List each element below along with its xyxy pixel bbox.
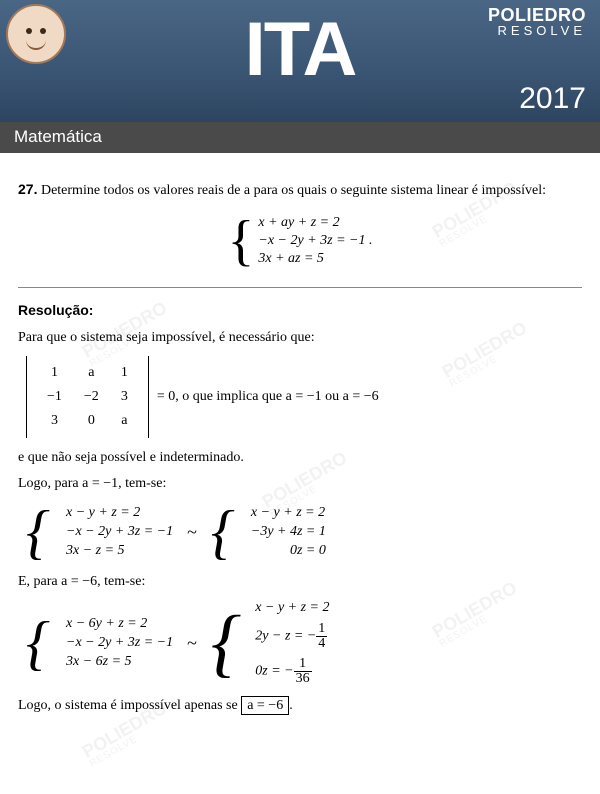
- paragraph: Logo, para a = −1, tem-se:: [18, 476, 582, 492]
- equiv-symbol: ~: [187, 522, 197, 543]
- system-transform-b: { x − 6y + z = 2 −x − 2y + 3z = −1 3x − …: [26, 600, 582, 686]
- question-number: 27.: [18, 181, 37, 197]
- brace-icon: {: [26, 613, 50, 673]
- question-text: Determine todos os valores reais de a pa…: [41, 183, 546, 198]
- eq-row: x − y + z = 2: [255, 600, 329, 616]
- system-transform-a: { x − y + z = 2 −x − 2y + 3z = −1 3x − z…: [26, 502, 582, 562]
- conclusion: Logo, o sistema é impossível apenas se a…: [18, 698, 582, 714]
- eq-row: x − 6y + z = 2: [66, 616, 173, 632]
- eq-row: 0z = 0: [251, 543, 326, 559]
- header-banner: ITA POLIEDRO RESOLVE 2017: [0, 0, 600, 122]
- eq-row: −x − 2y + 3z = −1 .: [258, 233, 372, 249]
- brace-icon: {: [211, 605, 241, 681]
- paragraph: e que não seja possível e indeterminado.: [18, 450, 582, 466]
- eq-row: 2y − z = −14: [255, 622, 329, 651]
- eq-row: −3y + 4z = 1: [251, 524, 326, 540]
- eq-row: −x − 2y + 3z = −1: [66, 635, 173, 651]
- brace-icon: {: [211, 502, 235, 562]
- eq-row: x − y + z = 2: [66, 505, 173, 521]
- content-area: 27. Determine todos os valores reais de …: [0, 153, 600, 734]
- eq-row: x + ay + z = 2: [258, 215, 372, 231]
- problem-system: { x + ay + z = 2 −x − 2y + 3z = −1 . 3x …: [18, 213, 582, 269]
- brand-line2: RESOLVE: [488, 24, 586, 37]
- eq-row: 3x + az = 5: [258, 251, 372, 267]
- student-avatar: [6, 4, 66, 64]
- brand-logo: POLIEDRO RESOLVE: [488, 6, 586, 37]
- exam-title: ITA: [245, 6, 356, 93]
- eq-row: x − y + z = 2: [251, 505, 326, 521]
- brace-icon: {: [26, 502, 50, 562]
- brand-line1: POLIEDRO: [488, 6, 586, 24]
- answer-box: a = −6: [241, 696, 289, 715]
- resolution-title: Resolução:: [18, 302, 582, 318]
- paragraph: Para que o sistema seja impossível, é ne…: [18, 330, 582, 346]
- determinant-line: 1a1 −1−23 30a = 0, o que implica que a =…: [26, 356, 582, 438]
- paragraph: E, para a = −6, tem-se:: [18, 574, 582, 590]
- eq-row: 0z = −136: [255, 657, 329, 686]
- det-result-text: = 0, o que implica que a = −1 ou a = −6: [157, 389, 379, 405]
- eq-row: −x − 2y + 3z = −1: [66, 524, 173, 540]
- divider: [18, 287, 582, 288]
- subject-bar: Matemática: [0, 122, 600, 153]
- eq-row: 3x − z = 5: [66, 543, 173, 559]
- eq-row: 3x − 6z = 5: [66, 654, 173, 670]
- brace-icon: {: [227, 213, 254, 269]
- exam-year: 2017: [519, 82, 586, 116]
- question-prompt: 27. Determine todos os valores reais de …: [18, 181, 582, 199]
- equiv-symbol: ~: [187, 633, 197, 654]
- determinant: 1a1 −1−23 30a: [26, 356, 149, 438]
